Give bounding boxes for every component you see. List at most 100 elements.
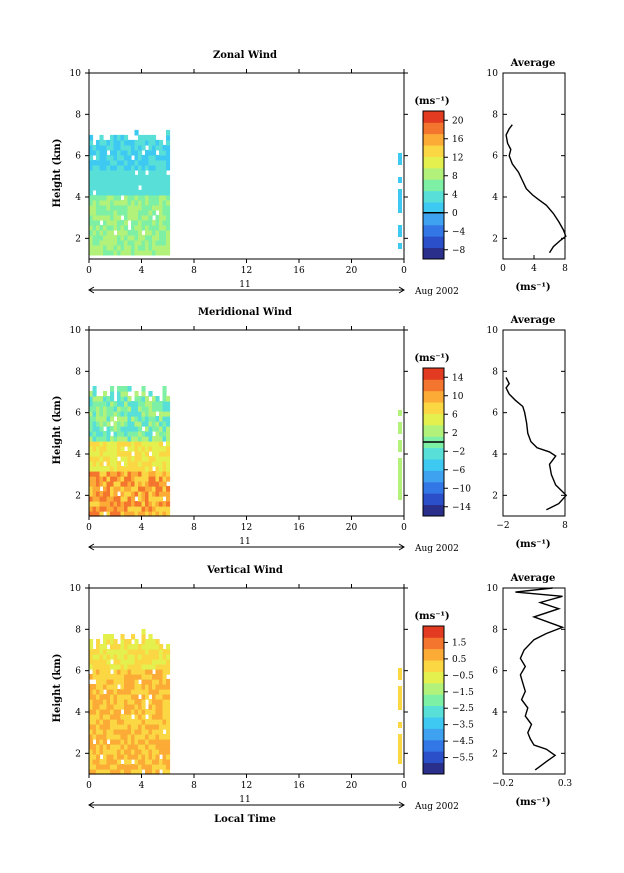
heatmap-cell bbox=[92, 744, 97, 750]
heatmap-cell bbox=[162, 224, 167, 231]
colorbar-swatch bbox=[423, 156, 444, 169]
heatmap-cell bbox=[124, 219, 129, 226]
heatmap-cell bbox=[99, 209, 104, 216]
heatmap-cell bbox=[103, 724, 108, 730]
heatmap-cell bbox=[89, 209, 94, 216]
x-tick-label: 4 bbox=[139, 266, 145, 276]
heatmap-cell bbox=[96, 179, 101, 186]
avg-x-tick-label: 8 bbox=[562, 264, 568, 274]
heatmap-cell bbox=[89, 421, 94, 427]
heatmap-cell bbox=[131, 209, 136, 216]
heatmap-cell bbox=[162, 456, 167, 462]
x-tick-label: 0 bbox=[86, 523, 92, 533]
heatmap-cell bbox=[155, 754, 160, 760]
heatmap-cell bbox=[103, 144, 108, 151]
heatmap-cell bbox=[103, 501, 108, 507]
heatmap-cell bbox=[99, 204, 104, 211]
heatmap-cell bbox=[96, 684, 101, 690]
heatmap-cell bbox=[99, 406, 104, 412]
heatmap-cell bbox=[166, 159, 171, 166]
heatmap-cell bbox=[92, 199, 97, 206]
heatmap-cell bbox=[141, 684, 146, 690]
heatmap-cell bbox=[103, 639, 108, 645]
heatmap-cell bbox=[96, 139, 101, 146]
heatmap-cell bbox=[162, 249, 167, 256]
heatmap-cell bbox=[131, 184, 136, 191]
heatmap-cell bbox=[92, 224, 97, 231]
heatmap-cell bbox=[92, 729, 97, 735]
heatmap-cell bbox=[124, 759, 129, 765]
heatmap-cell bbox=[162, 164, 167, 171]
heatmap-cell bbox=[148, 669, 153, 675]
heatmap-cell bbox=[134, 189, 139, 196]
heatmap-cell bbox=[103, 169, 108, 176]
heatmap-cell bbox=[159, 229, 164, 236]
heatmap-cell bbox=[113, 511, 118, 517]
heatmap-cell bbox=[106, 209, 111, 216]
heatmap-cell bbox=[141, 401, 146, 407]
heatmap-cell bbox=[103, 249, 108, 256]
heatmap-cell bbox=[166, 199, 171, 206]
heatmap-cell bbox=[106, 456, 111, 462]
heatmap-cell bbox=[110, 219, 115, 226]
heatmap-cell bbox=[141, 481, 146, 487]
heatmap-cell bbox=[145, 491, 150, 497]
heatmap-cell bbox=[134, 644, 139, 650]
heatmap-cell bbox=[166, 689, 171, 695]
heatmap-cells-meridional bbox=[89, 386, 402, 517]
heatmap-cell bbox=[117, 481, 122, 487]
heatmap-cell bbox=[131, 769, 136, 775]
heatmap-cell bbox=[162, 714, 167, 720]
heatmap-cell bbox=[103, 431, 108, 437]
heatmap-cell bbox=[155, 654, 160, 660]
heatmap-cell bbox=[145, 754, 150, 760]
heatmap-cell bbox=[148, 749, 153, 755]
heatmap-cell bbox=[96, 244, 101, 251]
heatmap-cell bbox=[89, 174, 94, 181]
heatmap-cell bbox=[152, 209, 157, 216]
heatmap-cell bbox=[96, 486, 101, 492]
heatmap-cell bbox=[131, 219, 136, 226]
heatmap-cell bbox=[110, 249, 115, 256]
colorbar-frame bbox=[422, 625, 445, 775]
heatmap-cell bbox=[106, 204, 111, 211]
heatmap-cell bbox=[138, 486, 143, 492]
heatmap-cell bbox=[127, 234, 132, 241]
heatmap-cell bbox=[127, 461, 132, 467]
heatmap-cell bbox=[110, 501, 115, 507]
heatmap-cell bbox=[148, 214, 153, 221]
heatmap-cell bbox=[92, 421, 97, 427]
heatmap-cell bbox=[89, 709, 94, 715]
y-tick-label: 6 bbox=[75, 409, 81, 419]
heatmap-cell bbox=[131, 491, 136, 497]
heatmap-cell bbox=[106, 164, 111, 171]
heatmap-cell bbox=[159, 406, 164, 412]
heatmap-cell bbox=[152, 249, 157, 256]
heatmap-cell bbox=[92, 476, 97, 482]
heatmap-cell bbox=[120, 639, 125, 645]
heatmap-cell bbox=[99, 169, 104, 176]
heatmap-cell bbox=[159, 679, 164, 685]
heatmap-cell bbox=[152, 199, 157, 206]
heatmap-cell bbox=[127, 426, 132, 432]
heatmap-cell bbox=[96, 699, 101, 705]
heatmap-cell bbox=[106, 451, 111, 457]
heatmap-cell bbox=[134, 441, 139, 447]
heatmap-cell bbox=[110, 401, 115, 407]
avg-xlabel-zonal: (ms⁻¹) bbox=[515, 282, 550, 293]
heatmap-cell bbox=[166, 446, 171, 452]
heatmap-cell bbox=[120, 679, 125, 685]
heatmap-cell bbox=[89, 506, 94, 512]
heatmap-cell bbox=[99, 441, 104, 447]
heatmap-cell bbox=[92, 406, 97, 412]
heatmap-cell bbox=[148, 179, 153, 186]
heatmap-cell bbox=[106, 639, 111, 645]
heatmap-cell bbox=[152, 764, 157, 770]
heatmap-cell bbox=[103, 179, 108, 186]
heatmap-cell bbox=[127, 239, 132, 246]
heatmap-cell bbox=[152, 229, 157, 236]
heatmap-cell bbox=[99, 709, 104, 715]
heatmap-cell bbox=[113, 209, 118, 216]
colorbar-frame bbox=[422, 110, 445, 260]
